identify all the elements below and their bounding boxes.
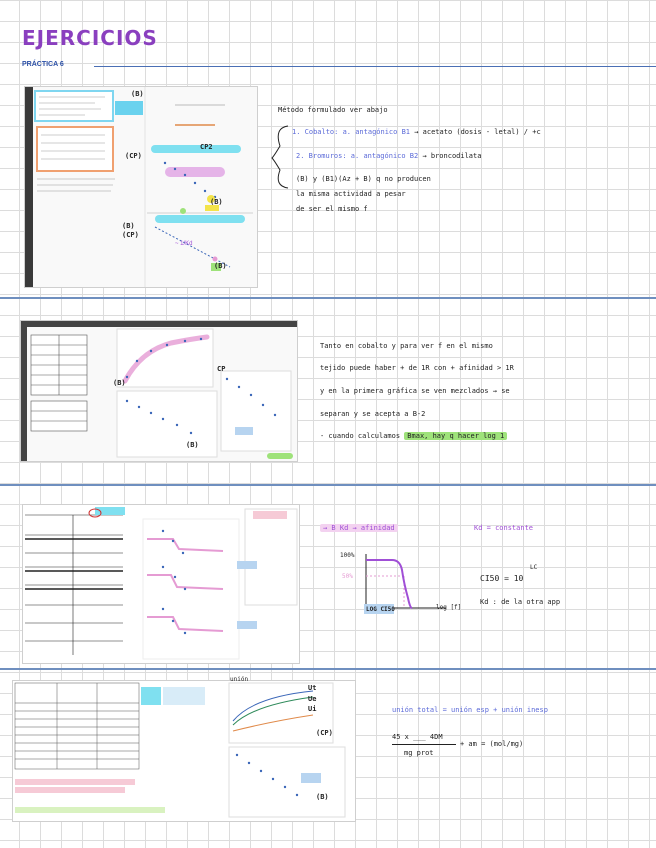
screenshot-section3: [22, 504, 300, 664]
section3-figure: [25, 507, 298, 660]
screenshot-section4: [12, 680, 356, 822]
s1-note-2: 1. Cobalto: a. antagónico B1 → acetato (…: [292, 128, 541, 136]
s3-sigmoid-sketch: [364, 554, 446, 614]
s1-acetato: → acetato (dosis - letal) / +c: [414, 128, 541, 136]
s2-note-4: separan y se acepta a B-2: [320, 410, 426, 418]
s1-note-1: Método formulado ver abajo: [278, 106, 388, 114]
s2-label-b1: (B): [113, 379, 126, 387]
screenshot-section1: ~ 1/Kd: [24, 86, 258, 288]
s4-label-b: (B): [316, 793, 329, 801]
s1-note-4: (B) y (B1)(Az + B) q no producen: [296, 175, 431, 183]
s2-note-3: y en la primera gráfica se ven mezclados…: [320, 387, 510, 395]
s1-bromuros: 2. Bromuros:: [296, 152, 347, 160]
s1-note-6: de ser el mismo f: [296, 205, 368, 213]
s4-formula-rest: + am = (mol/mg): [460, 740, 524, 748]
s3-logcis: LOG CI50: [366, 606, 395, 613]
section2-figure: [21, 321, 297, 461]
s4-label-ue: Ue: [308, 695, 317, 703]
s1-brace: [271, 125, 289, 189]
subtitle-underline: [94, 66, 656, 67]
s1-antagonico-b2: a. antagónico B2: [350, 152, 419, 160]
s2-note-5: - cuando calculamos Bmax, hay q hacer lo…: [320, 432, 508, 440]
label-cp2: CP2: [200, 143, 213, 151]
s3-note-1: → B Kd → afinidad: [320, 524, 398, 532]
screenshot-section2: [20, 320, 298, 462]
label-b4: (B): [214, 262, 227, 270]
s4-denominator: mg prot: [404, 749, 434, 757]
s4-graph-label: unión: [230, 676, 249, 683]
s1-note-5: la misma actividad a pesar: [296, 190, 406, 198]
s2-bmax-highlight: Bmax, hay q hacer log 1: [404, 432, 508, 440]
s3-kd-note: Kd : de la otra app: [480, 598, 561, 606]
section4-figure: [14, 682, 346, 818]
s3-ylabel: 100%: [340, 552, 355, 559]
s2-note-1: Tanto en cobalto y para ver f en el mism…: [320, 342, 493, 350]
s3-xlabel: log [f]: [436, 604, 462, 611]
divider-1: [0, 297, 656, 299]
label-b2: (B): [210, 198, 223, 206]
divider-2: [0, 484, 656, 486]
s1-note-3: 2. Bromuros: a. antagónico B2 → broncodi…: [296, 152, 481, 160]
label-cp3: (CP): [122, 231, 139, 239]
section1-figure: ~ 1/Kd: [25, 87, 253, 287]
s4-numerator: 45 x ___ 4DM: [392, 733, 443, 741]
s3-kd-afinidad: → B Kd → afinidad: [320, 524, 398, 532]
label-b1: (B): [131, 90, 144, 98]
s3-exponent: LC: [530, 564, 538, 571]
s2-label-b2: (B): [186, 441, 199, 449]
s2-cuando: - cuando calculamos: [320, 432, 401, 440]
page-subtitle: PRÁCTICA 6: [22, 61, 64, 68]
s4-label-ut: Ut: [308, 684, 317, 692]
page-title: EJERCICIOS: [22, 26, 158, 50]
s4-label-cp: (CP): [316, 729, 333, 737]
s3-y50: 50%: [342, 573, 353, 580]
s2-note-2: tejido puede haber + de 1R con + afinida…: [320, 364, 514, 372]
s1-antagonico-b1: a. antagónico B1: [342, 128, 411, 136]
s3-formula: CI50 = 10: [480, 574, 524, 583]
label-cp1: (CP): [125, 152, 142, 160]
s4-label-ui: Ui: [308, 705, 317, 713]
s4-fraction-bar: [392, 744, 456, 745]
s4-note-1: unión total = unión esp + unión inesp: [392, 706, 548, 714]
divider-3: [0, 668, 656, 670]
label-b3: (B): [122, 222, 135, 230]
svg-text:~ 1/Kd: ~ 1/Kd: [175, 241, 193, 247]
s2-label-cp: CP: [217, 365, 226, 373]
s3-note-2: Kd = constante: [474, 524, 534, 532]
s1-cobalto: 1. Cobalto:: [292, 128, 339, 136]
s1-broncodilata: → broncodilata: [422, 152, 482, 160]
